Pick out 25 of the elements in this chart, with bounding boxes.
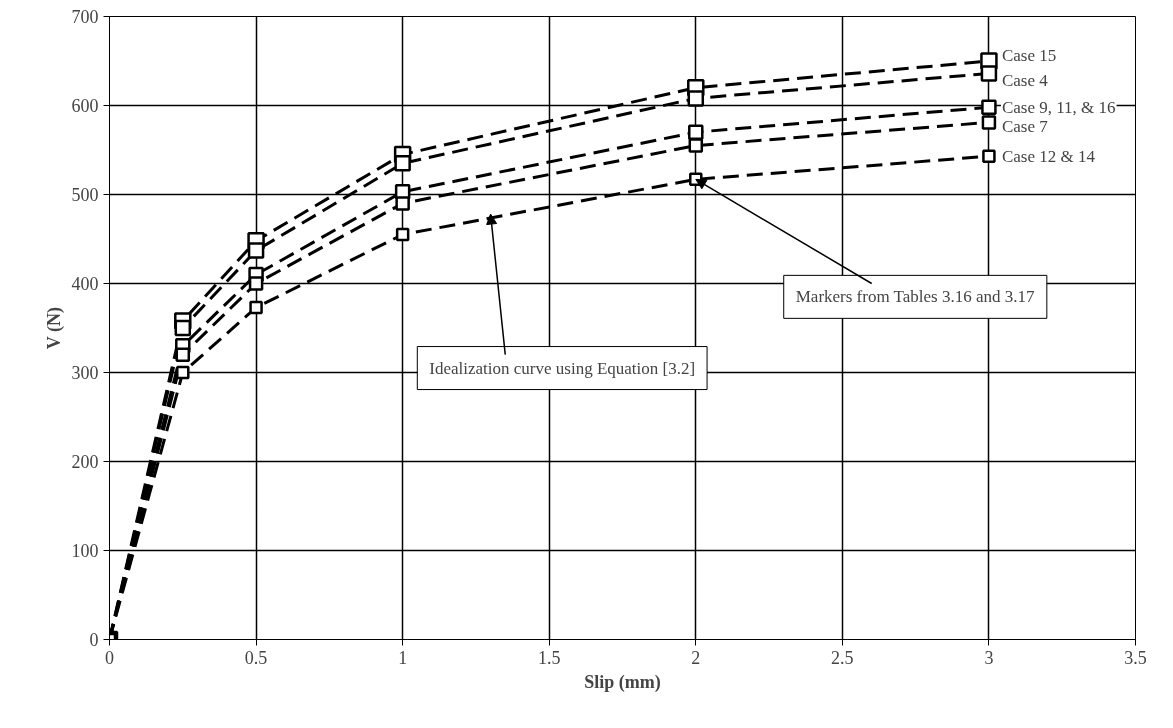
x-tick-label: 2.5 (831, 647, 854, 668)
annotation: Idealization curve using Equation [3.2] (429, 358, 696, 378)
x-tick-label: 0 (105, 647, 114, 668)
y-tick-label: 500 (71, 185, 99, 205)
x-tick-label: 1 (398, 647, 408, 668)
x-tick-label: 1.5 (537, 647, 561, 668)
x-tick-label: 2 (691, 647, 701, 668)
y-tick-label: 100 (71, 541, 99, 561)
series-label: Case 12 & 14 (1001, 146, 1096, 166)
series-label: Case 7 (1001, 116, 1049, 136)
y-tick-label: 0 (89, 630, 99, 650)
annotation: Markers from Tables 3.16 and 3.17 (795, 287, 1036, 307)
series-label: Case 9, 11, & 16 (1001, 97, 1116, 117)
x-axis-title: Slip (mm) (584, 671, 661, 693)
y-tick-label: 700 (71, 7, 99, 27)
x-tick-label: 0.5 (244, 647, 268, 668)
y-tick-label: 300 (71, 363, 99, 383)
x-tick-label: 3 (984, 647, 994, 668)
y-tick-label: 400 (71, 274, 99, 294)
series-label: Case 4 (1001, 70, 1049, 90)
x-tick-label: 3.5 (1124, 647, 1147, 668)
series-label: Case 15 (1001, 45, 1057, 65)
y-axis-title: V (N) (43, 307, 65, 350)
y-tick-label: 600 (71, 96, 99, 116)
y-tick-label: 200 (71, 452, 99, 472)
